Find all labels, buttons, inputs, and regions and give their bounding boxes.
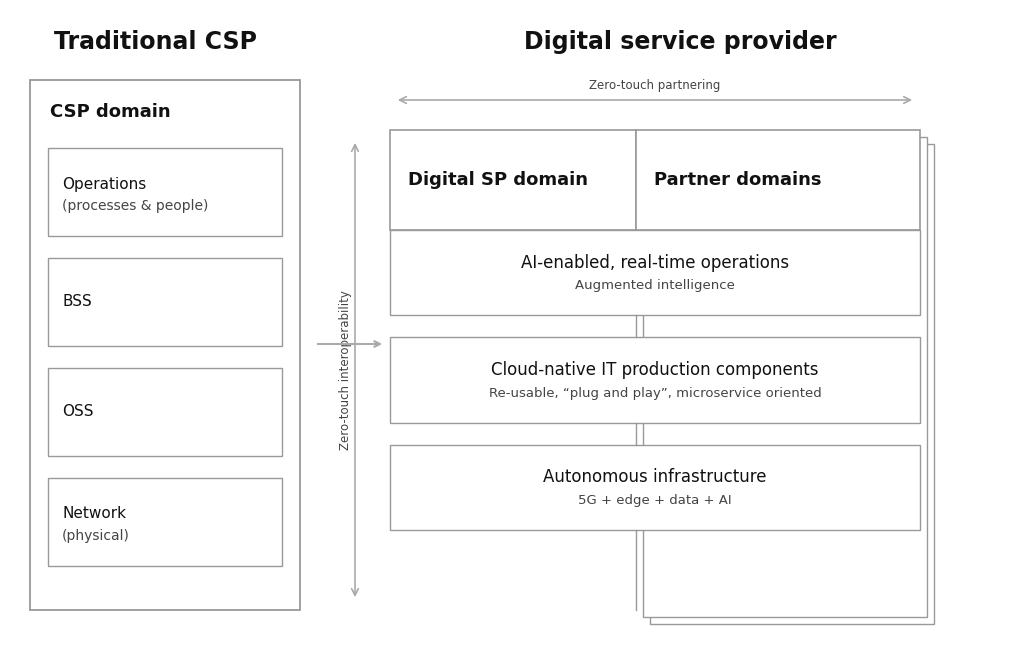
- Bar: [643, 137, 927, 617]
- Text: Network: Network: [62, 507, 126, 522]
- Text: Augmented intelligence: Augmented intelligence: [575, 279, 735, 292]
- Bar: [48, 478, 282, 566]
- Text: AI-enabled, real-time operations: AI-enabled, real-time operations: [521, 253, 790, 272]
- Text: (processes & people): (processes & people): [62, 199, 208, 213]
- Text: Zero-touch interoperability: Zero-touch interoperability: [339, 290, 351, 450]
- Bar: [48, 148, 282, 236]
- Text: OSS: OSS: [62, 404, 93, 419]
- Bar: [30, 80, 300, 610]
- Bar: [48, 368, 282, 456]
- Text: Operations: Operations: [62, 176, 146, 192]
- Text: Digital SP domain: Digital SP domain: [408, 171, 588, 189]
- Text: CSP domain: CSP domain: [50, 103, 171, 121]
- Text: (physical): (physical): [62, 529, 130, 543]
- Bar: [390, 338, 920, 422]
- Bar: [637, 130, 920, 230]
- Text: BSS: BSS: [62, 294, 92, 310]
- Bar: [650, 144, 934, 624]
- Text: Autonomous infrastructure: Autonomous infrastructure: [544, 469, 767, 487]
- Bar: [48, 258, 282, 346]
- Bar: [390, 130, 637, 230]
- Text: Zero-touch partnering: Zero-touch partnering: [590, 79, 721, 92]
- Bar: [390, 445, 920, 530]
- Text: 5G + edge + data + AI: 5G + edge + data + AI: [579, 494, 732, 507]
- Text: Partner domains: Partner domains: [654, 171, 822, 189]
- Bar: [390, 230, 920, 316]
- Text: Cloud-native IT production components: Cloud-native IT production components: [492, 361, 819, 379]
- Text: Traditional CSP: Traditional CSP: [53, 30, 256, 54]
- Text: Re-usable, “plug and play”, microservice oriented: Re-usable, “plug and play”, microservice…: [488, 386, 821, 400]
- Text: Digital service provider: Digital service provider: [523, 30, 837, 54]
